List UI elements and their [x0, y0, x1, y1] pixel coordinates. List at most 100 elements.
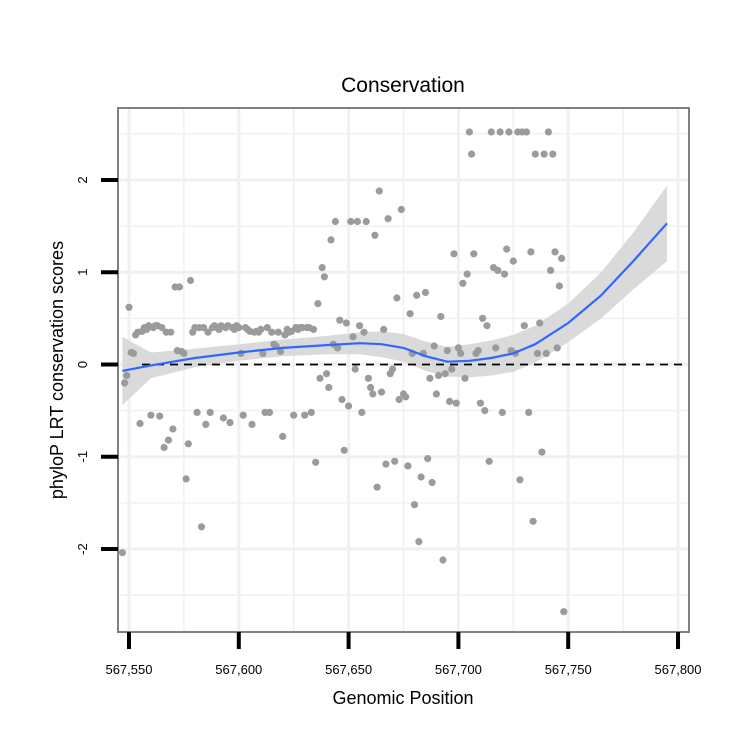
data-point — [380, 325, 388, 333]
data-point — [547, 266, 555, 274]
x-tick-label: 567,600 — [215, 662, 262, 677]
data-point — [558, 254, 566, 262]
data-point — [492, 344, 500, 352]
grid-lines — [118, 108, 689, 632]
data-point — [384, 215, 392, 223]
data-point — [279, 432, 287, 440]
data-point — [496, 128, 504, 136]
data-point — [500, 270, 509, 278]
data-point — [377, 388, 386, 396]
data-point — [485, 457, 493, 465]
data-point — [388, 365, 397, 373]
data-point — [360, 328, 368, 336]
data-point — [336, 316, 344, 324]
data-point — [301, 411, 309, 419]
data-point — [340, 446, 348, 454]
data-point — [487, 128, 495, 136]
data-point — [397, 205, 405, 214]
data-point — [527, 248, 535, 256]
data-point — [158, 324, 166, 332]
data-point — [307, 408, 315, 416]
data-point — [417, 473, 425, 481]
data-point — [470, 250, 478, 258]
data-point — [226, 419, 234, 427]
data-point — [481, 407, 489, 415]
data-point — [476, 399, 484, 407]
x-tick-label: 567,800 — [655, 662, 702, 677]
data-point — [257, 325, 265, 333]
data-point — [483, 322, 491, 330]
data-point — [193, 408, 201, 416]
data-point — [268, 328, 276, 336]
data-point — [439, 556, 447, 564]
data-point — [156, 412, 164, 420]
data-point — [406, 310, 414, 318]
y-tick-label: -1 — [75, 451, 90, 463]
plot-border — [117, 107, 690, 633]
data-point — [437, 312, 445, 321]
data-point — [450, 250, 458, 258]
data-point — [461, 374, 469, 382]
data-point — [391, 457, 399, 465]
data-point — [125, 303, 133, 311]
data-point — [544, 128, 553, 136]
data-point — [540, 150, 548, 158]
data-point — [274, 328, 282, 336]
data-point — [239, 411, 247, 419]
data-point — [516, 476, 524, 484]
data-point — [318, 264, 326, 272]
data-point — [164, 436, 173, 444]
data-point — [136, 419, 144, 428]
data-point — [309, 325, 318, 333]
data-point — [197, 523, 206, 531]
data-point — [175, 283, 184, 291]
data-point — [457, 349, 465, 357]
data-point — [441, 370, 449, 378]
data-point — [182, 475, 190, 483]
data-point — [375, 187, 383, 195]
data-point — [426, 374, 434, 382]
data-point — [452, 399, 460, 407]
data-point — [356, 322, 364, 330]
data-point — [342, 319, 350, 327]
data-point — [522, 128, 531, 136]
data-point — [358, 408, 366, 416]
x-tick-label: 567,700 — [435, 662, 482, 677]
y-tick-label: 1 — [75, 269, 90, 276]
data-point — [443, 347, 451, 355]
data-point — [402, 393, 410, 401]
data-point — [351, 365, 359, 373]
data-point — [347, 217, 355, 226]
y-tick-label: -2 — [75, 543, 90, 555]
smooth-curve — [122, 222, 668, 372]
data-point — [338, 395, 346, 404]
data-point — [382, 460, 390, 468]
data-point — [536, 319, 544, 327]
data-point — [129, 349, 137, 357]
data-point — [206, 408, 214, 416]
data-point — [200, 324, 208, 332]
data-point — [184, 440, 192, 448]
y-tick-label: 0 — [75, 361, 90, 368]
data-point — [395, 395, 403, 404]
data-point — [413, 291, 421, 299]
data-point — [531, 150, 539, 158]
data-point — [180, 349, 188, 357]
data-point — [373, 483, 381, 491]
data-point — [325, 383, 333, 392]
data-point — [553, 344, 561, 352]
data-point — [314, 300, 322, 308]
data-point — [479, 314, 487, 322]
data-point — [276, 347, 285, 356]
data-point — [533, 349, 542, 357]
data-point — [428, 478, 436, 487]
data-point — [349, 333, 357, 341]
y-axis-label: phyloP LRT conservation scores — [47, 241, 67, 499]
data-point — [393, 294, 401, 302]
data-point — [525, 408, 533, 416]
data-point — [323, 370, 331, 378]
data-point — [465, 128, 473, 136]
data-point — [219, 414, 227, 422]
data-point — [551, 248, 559, 256]
